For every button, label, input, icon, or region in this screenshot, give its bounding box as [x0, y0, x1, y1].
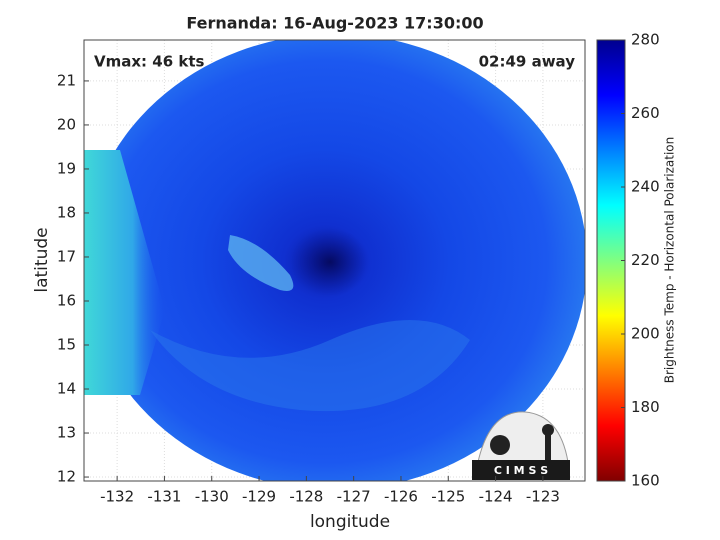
x-tick-label: -129 — [242, 488, 276, 506]
satellite-image — [84, 40, 585, 481]
cold-region — [84, 150, 165, 395]
colorbar-tick-label: 240 — [631, 178, 660, 196]
colorbar-label: Brightness Temp - Horizontal Polarizatio… — [663, 137, 677, 384]
x-tick-label: -130 — [195, 488, 229, 506]
eye — [290, 228, 370, 296]
x-tick-label: -126 — [384, 488, 418, 506]
colorbar-tick-label: 200 — [631, 325, 660, 343]
colorbar-tick-label: 220 — [631, 251, 660, 269]
x-axis-label: longitude — [310, 512, 390, 532]
colorbar-tick-label: 160 — [631, 472, 660, 490]
colorbar — [596, 39, 626, 482]
x-tick-label: -128 — [289, 488, 323, 506]
y-tick-label: 16 — [57, 291, 76, 309]
y-tick-label: 17 — [57, 247, 76, 265]
y-tick-label: 19 — [57, 159, 76, 177]
x-tick-label: -124 — [479, 488, 513, 506]
y-tick-label: 15 — [57, 336, 76, 354]
y-tick-label: 18 — [57, 203, 76, 221]
vmax-label: Vmax: 46 kts — [94, 53, 204, 71]
x-tick-label: -125 — [431, 488, 465, 506]
y-axis-label: latitude — [32, 227, 52, 292]
y-tick-label: 14 — [57, 380, 76, 398]
colorbar-tick-label: 280 — [631, 31, 660, 49]
y-tick-label: 20 — [57, 115, 76, 133]
rainband — [150, 320, 470, 412]
warm-patch — [228, 235, 294, 291]
x-tick-label: -132 — [100, 488, 134, 506]
colorbar-tick-label: 260 — [631, 104, 660, 122]
logo-text: C I M S S — [494, 464, 548, 477]
time-label: 02:49 away — [479, 53, 576, 71]
x-tick-label: -131 — [147, 488, 181, 506]
x-tick-label: -123 — [526, 488, 560, 506]
y-tick-label: 21 — [57, 71, 76, 89]
y-tick-label: 12 — [57, 468, 76, 486]
colorbar-tick-label: 180 — [631, 398, 660, 416]
logo: C I M S S — [472, 411, 570, 480]
x-tick-label: -127 — [337, 488, 371, 506]
y-tick-label: 13 — [57, 424, 76, 442]
plot-frame — [83, 39, 586, 482]
title: Fernanda: 16-Aug-2023 17:30:00 — [186, 14, 483, 33]
